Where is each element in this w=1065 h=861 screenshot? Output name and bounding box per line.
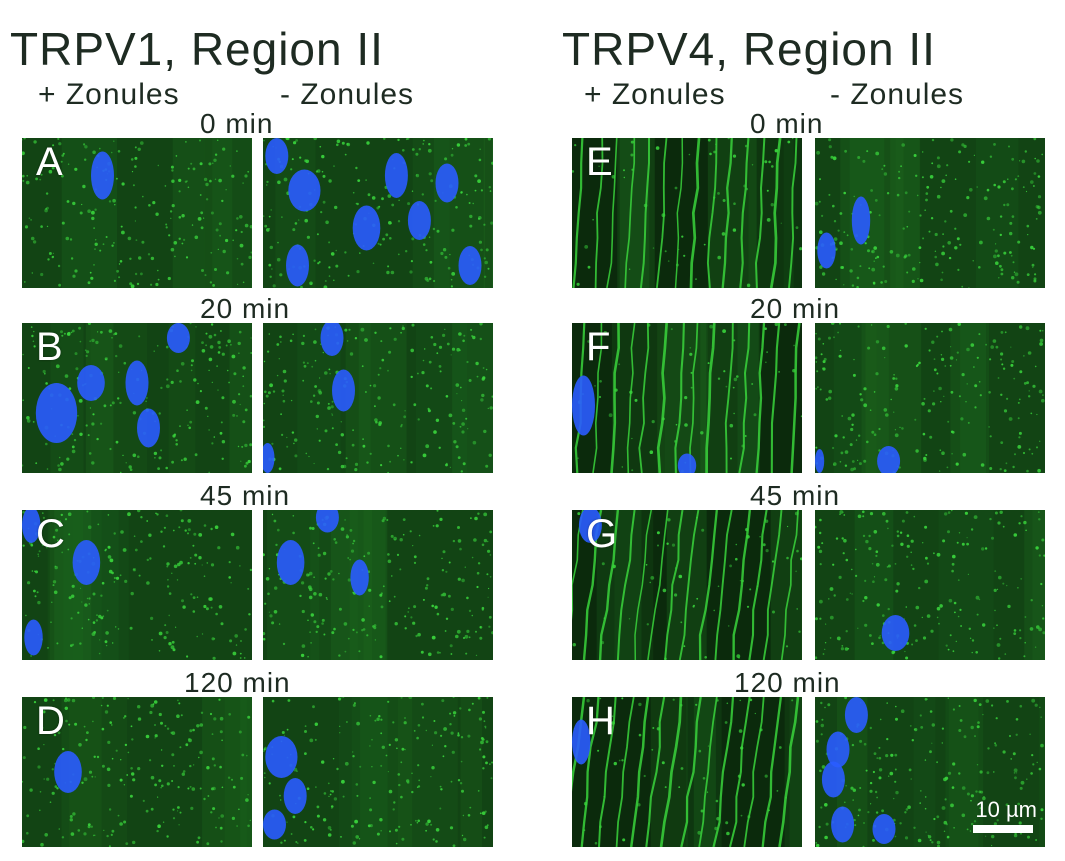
- time-label-left-120: 120 min: [184, 667, 291, 699]
- panel-letter: D: [36, 699, 65, 743]
- panel-letter: H: [586, 699, 615, 743]
- micrograph-image: [22, 323, 252, 473]
- column-header-minus-zonules-left: - Zonules: [280, 78, 415, 111]
- column-header-minus-zonules-right: - Zonules: [830, 78, 965, 111]
- micrograph-image: [22, 697, 252, 847]
- micrograph-panel: F: [572, 323, 802, 473]
- time-label-right-120: 120 min: [734, 667, 841, 699]
- micrograph-panel: [263, 510, 493, 660]
- micrograph-panel: [263, 138, 493, 288]
- micrograph-panel: A: [22, 138, 252, 288]
- time-label-left-20: 20 min: [200, 293, 290, 325]
- time-value: 0: [200, 108, 217, 139]
- micrograph-panel: [815, 510, 1045, 660]
- micrograph-image: [22, 138, 252, 288]
- micrograph-panel: G: [572, 510, 802, 660]
- micrograph-image: [263, 510, 493, 660]
- micrograph-image: [263, 323, 493, 473]
- time-unit: min: [241, 480, 291, 511]
- time-value: 20: [200, 293, 234, 324]
- panel-letter: C: [36, 512, 65, 556]
- micrograph-image: [572, 138, 802, 288]
- time-value: 45: [750, 480, 784, 511]
- micrograph-panel: H: [572, 697, 802, 847]
- time-unit: min: [792, 667, 841, 698]
- micrograph-image: [572, 323, 802, 473]
- micrograph-panel: C: [22, 510, 252, 660]
- column-header-plus-zonules-left: + Zonules: [38, 78, 180, 111]
- column-header-plus-zonules-right: + Zonules: [584, 78, 726, 111]
- scale-bar: [973, 825, 1033, 833]
- micrograph-panel: D: [22, 697, 252, 847]
- time-unit: min: [791, 293, 841, 324]
- time-label-left-45: 45 min: [200, 480, 290, 512]
- panel-letter: E: [586, 140, 613, 184]
- scale-bar-label: 10 µm: [975, 797, 1037, 822]
- time-unit: min: [242, 667, 291, 698]
- panel-letter: G: [586, 512, 618, 556]
- time-value: 20: [750, 293, 784, 324]
- time-value: 120: [734, 667, 784, 698]
- panel-letter: A: [36, 140, 63, 184]
- micrograph-panel: 10 µm: [815, 697, 1045, 847]
- micrograph-panel: [815, 138, 1045, 288]
- micrograph-image: [815, 323, 1045, 473]
- panel-letter: F: [586, 325, 611, 369]
- micrograph-image: [572, 510, 802, 660]
- time-label-right-45: 45 min: [750, 480, 840, 512]
- panel-letter: B: [36, 325, 63, 369]
- micrograph-panel: [815, 323, 1045, 473]
- figure-title-trpv1: TRPV1, Region II: [10, 23, 384, 75]
- time-unit: min: [241, 293, 291, 324]
- time-label-right-0: 0 min: [750, 108, 823, 140]
- micrograph-image: [22, 510, 252, 660]
- micrograph-image: [815, 697, 1045, 847]
- micrograph-panel: [263, 697, 493, 847]
- micrograph-image: [263, 697, 493, 847]
- micrograph-image: [263, 138, 493, 288]
- time-value: 0: [750, 108, 767, 139]
- figure-title-trpv4: TRPV4, Region II: [562, 23, 936, 75]
- micrograph-image: [815, 138, 1045, 288]
- time-label-left-0: 0 min: [200, 108, 273, 140]
- micrograph-image: [815, 510, 1045, 660]
- micrograph-image: [572, 697, 802, 847]
- micrograph-panel: [263, 323, 493, 473]
- time-value: 45: [200, 480, 234, 511]
- time-value: 120: [184, 667, 234, 698]
- time-unit: min: [225, 108, 274, 139]
- time-unit: min: [791, 480, 841, 511]
- micrograph-panel: B: [22, 323, 252, 473]
- time-label-right-20: 20 min: [750, 293, 840, 325]
- micrograph-panel: E: [572, 138, 802, 288]
- time-unit: min: [775, 108, 824, 139]
